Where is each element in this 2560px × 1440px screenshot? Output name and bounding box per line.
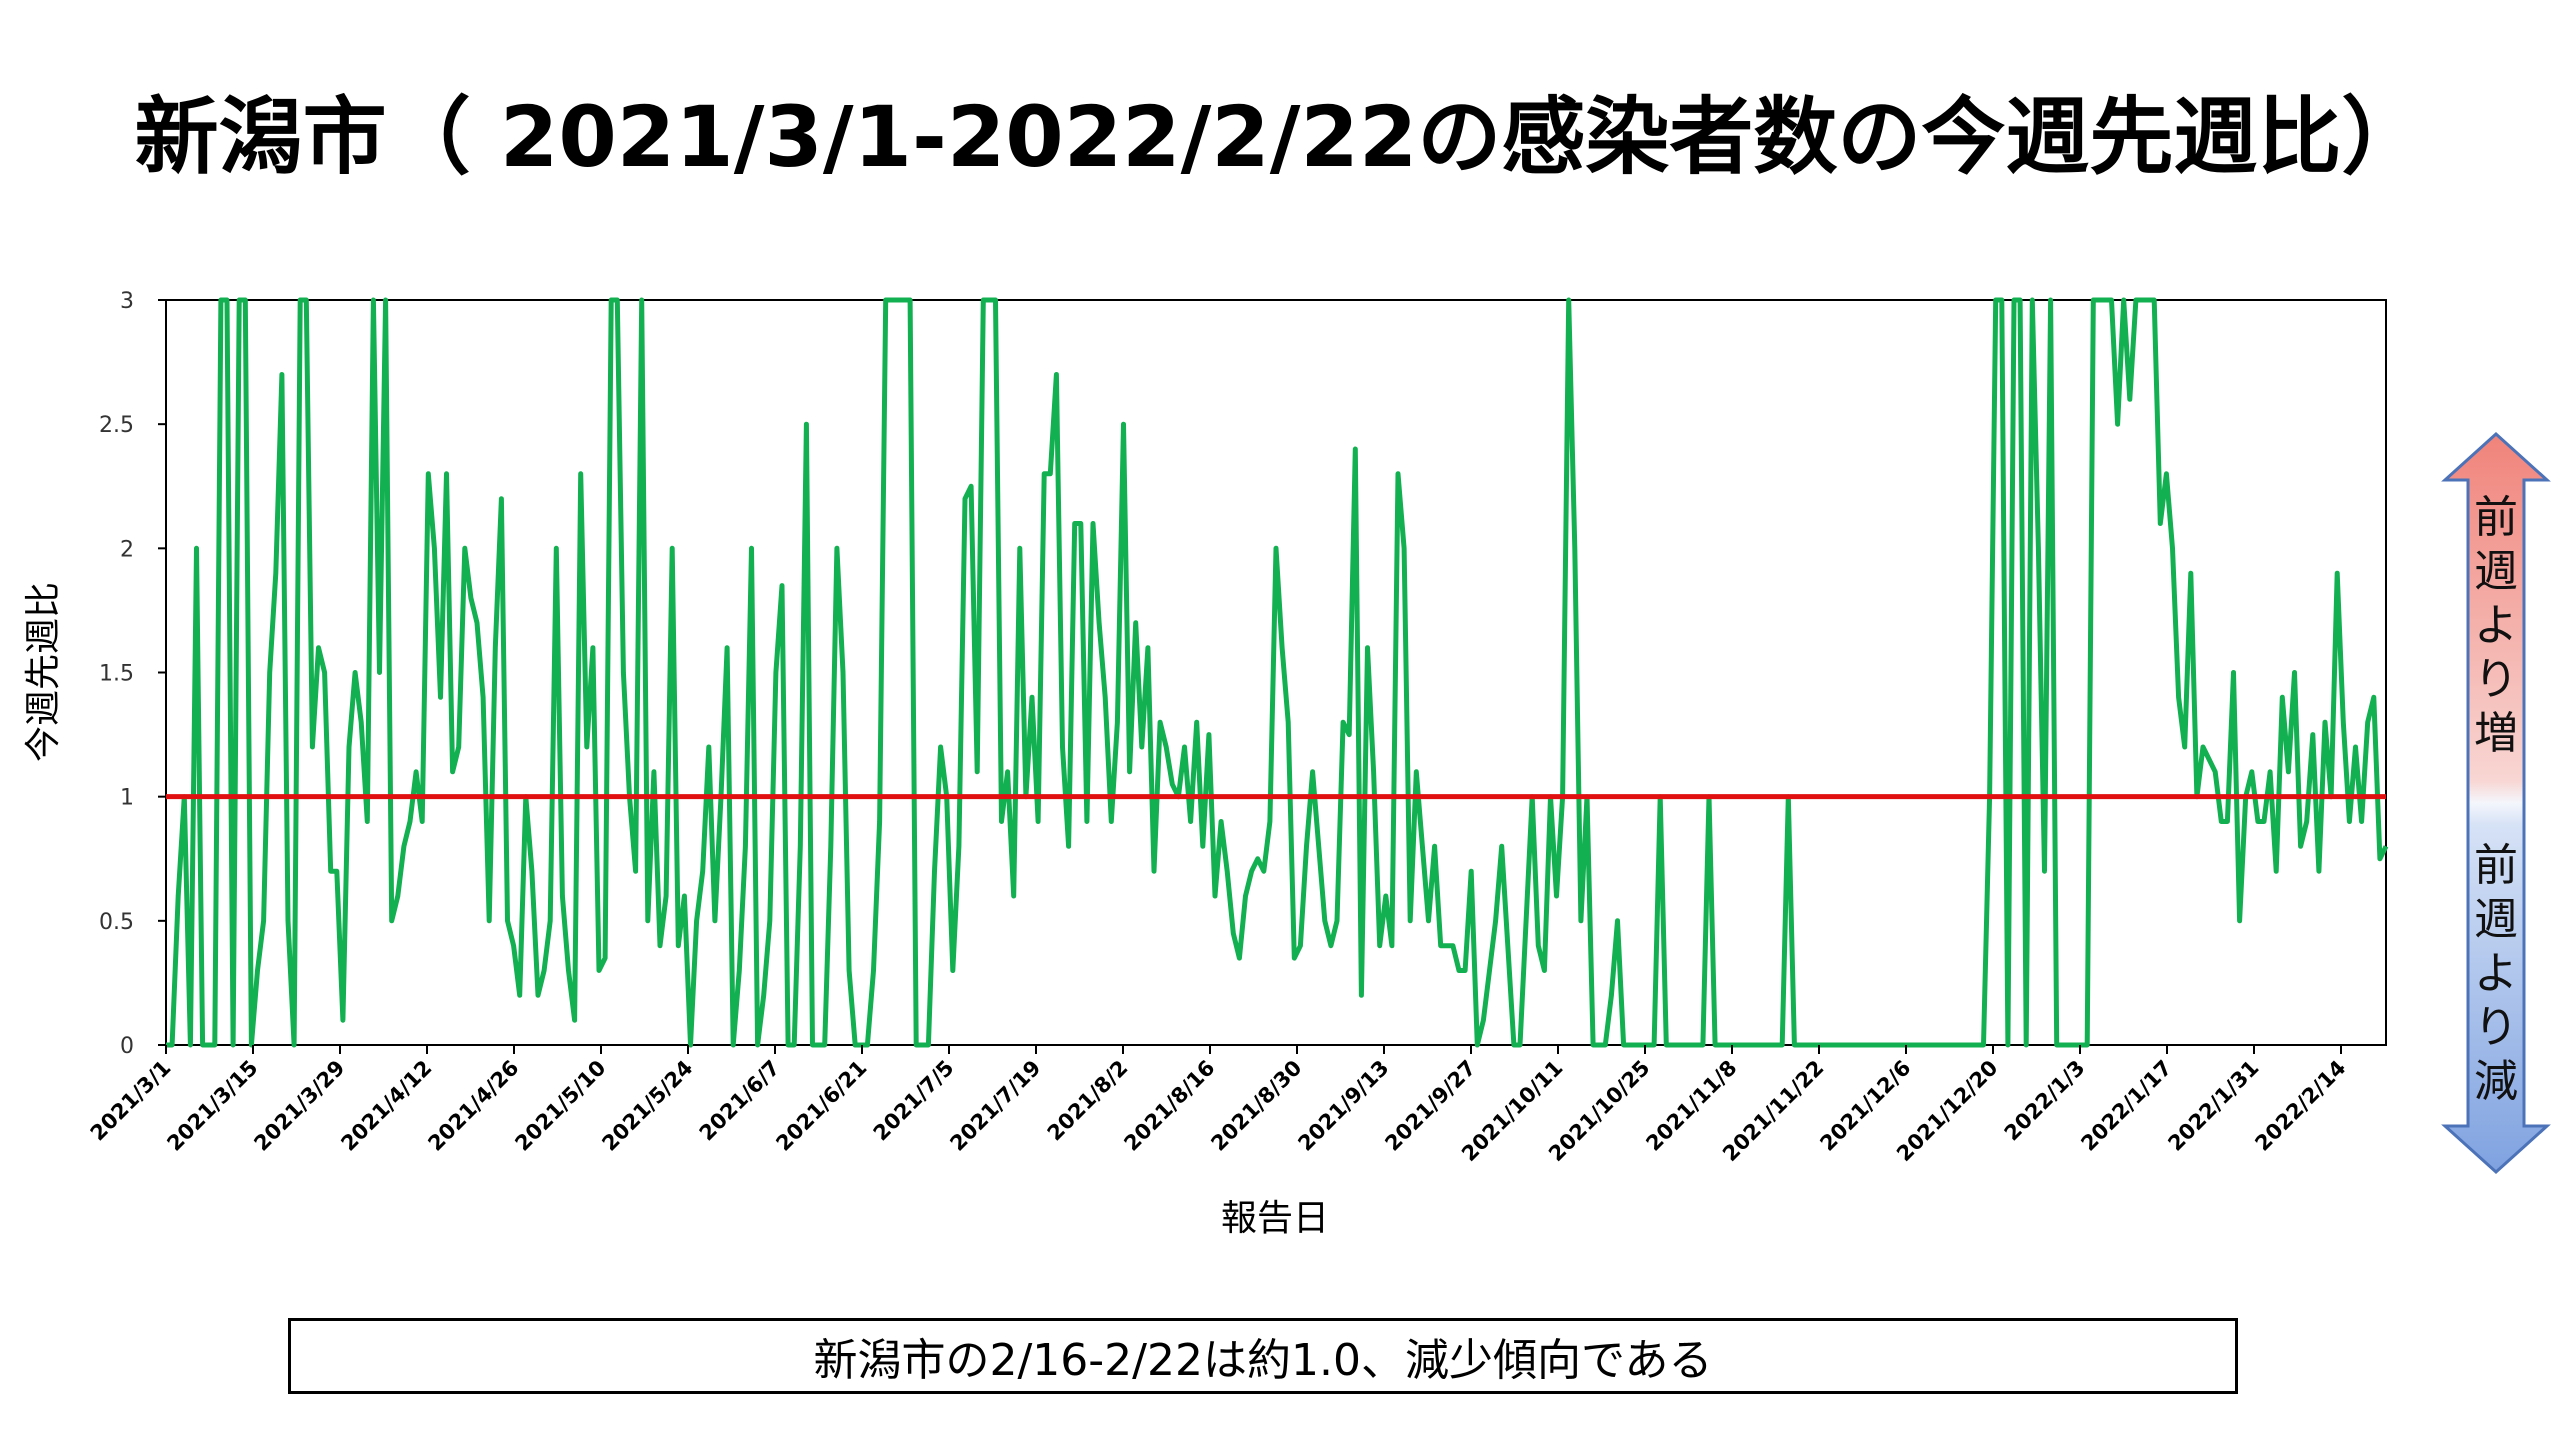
arrow-label-char: よ	[2474, 600, 2518, 651]
y-tick-label: 2.5	[99, 413, 134, 438]
x-tick-label: 2021/3/15	[162, 1056, 262, 1156]
x-tick-label: 2021/5/24	[597, 1056, 697, 1156]
x-tick-label: 2021/9/13	[1293, 1056, 1393, 1156]
y-tick-label: 1.5	[99, 662, 134, 687]
x-tick-label: 2021/7/19	[945, 1056, 1045, 1156]
y-tick-label: 2	[120, 537, 134, 562]
x-tick-label: 2021/4/12	[336, 1056, 436, 1156]
arrow-label-char: 週	[2474, 546, 2518, 597]
x-tick-label: 2022/1/31	[2163, 1056, 2263, 1156]
x-tick-label: 2021/8/2	[1043, 1056, 1133, 1146]
arrow-label-char: よ	[2474, 948, 2518, 999]
x-tick-label: 2021/3/1	[86, 1056, 176, 1146]
summary-caption-text: 新潟市の2/16-2/22は約1.0、減少傾向である	[813, 1335, 1713, 1386]
x-tick-label: 2021/3/29	[249, 1056, 349, 1156]
x-tick-label: 2021/8/16	[1119, 1056, 1219, 1156]
x-tick-label: 2021/4/26	[423, 1056, 523, 1156]
page-title: 新潟市（ 2021/3/1-2022/2/22の感染者数の今週先週比）	[134, 88, 2426, 186]
y-tick-label: 0	[120, 1034, 134, 1059]
arrow-label-char: 増	[2474, 708, 2518, 759]
arrow-label-char: 前	[2474, 492, 2518, 543]
x-tick-label: 2022/1/17	[2076, 1056, 2176, 1156]
y-tick-label: 3	[120, 289, 134, 314]
x-tick-label: 2021/6/21	[771, 1056, 871, 1156]
x-tick-label: 2022/2/14	[2250, 1056, 2350, 1156]
summary-caption: 新潟市の2/16-2/22は約1.0、減少傾向である	[288, 1318, 2238, 1394]
series-line	[166, 297, 2389, 1048]
arrow-label-char: 週	[2474, 894, 2518, 945]
x-tick-label: 2021/8/30	[1206, 1056, 1306, 1156]
x-tick-label: 2021/5/10	[510, 1056, 610, 1156]
x-axis-ticks: 2021/3/12021/3/152021/3/292021/4/122021/…	[86, 1045, 2351, 1166]
double-arrow-icon	[2441, 431, 2551, 1175]
y-tick-label: 1	[120, 786, 134, 811]
x-axis-title: 報告日	[1221, 1198, 1329, 1239]
arrow-label-char: 前	[2474, 840, 2518, 891]
y-axis-title: 今週先週比	[23, 582, 64, 762]
arrow-label-char: 減	[2474, 1056, 2518, 1107]
y-tick-label: 0.5	[99, 910, 134, 935]
x-tick-label: 2021/6/7	[695, 1056, 785, 1146]
x-tick-label: 2021/7/5	[869, 1056, 959, 1146]
x-tick-label: 2022/1/3	[2000, 1056, 2090, 1146]
series-group	[166, 297, 2389, 1048]
arrow-label-char: り	[2474, 1002, 2518, 1053]
arrow-label-char: り	[2474, 654, 2518, 705]
y-axis-ticks: 0 0.5 1 1.5 2 2.5 3	[99, 289, 166, 1059]
